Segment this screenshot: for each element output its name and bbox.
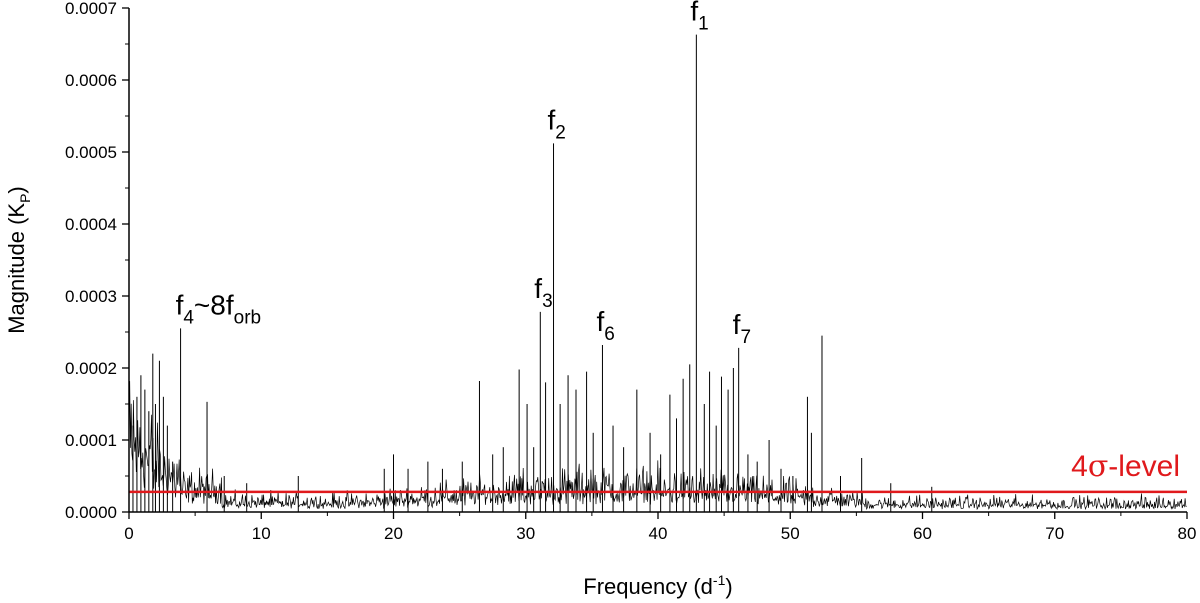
four-sigma-level-label: 4σ-level: [1071, 449, 1180, 484]
x-tick-label: 70: [1045, 524, 1064, 543]
noise-trace: [128, 381, 1187, 511]
x-tick-label: 50: [781, 524, 800, 543]
x-tick-label: 40: [649, 524, 668, 543]
peak-label-f2: f2: [548, 104, 566, 143]
noise-floor-trace: [128, 381, 1187, 511]
x-tick-label: 20: [384, 524, 403, 543]
y-axis-ticks: 0.0000 0.0001 0.0002 0.0003 0.0004 0.0005 0.00…: [65, 0, 129, 522]
peak-label-f6: f6: [596, 306, 614, 345]
y-tick-label: 0.0004: [65, 215, 117, 234]
peak-series: [132, 34, 933, 512]
x-tick-label: 10: [252, 524, 271, 543]
x-tick-label: 80: [1178, 524, 1197, 543]
y-tick-label: 0.0005: [65, 143, 117, 162]
y-tick-label: 0.0007: [65, 0, 117, 18]
y-tick-label: 0.0002: [65, 359, 117, 378]
y-axis-title: Magnitude (KP): [4, 186, 33, 334]
x-tick-label: 0: [124, 524, 133, 543]
peak-label-f1: f1: [690, 0, 708, 35]
peak-label-f3: f3: [534, 273, 552, 312]
x-axis-title: Frequency (d-1): [583, 572, 732, 599]
x-axis-ticks: 0 10 20 30 40 50 60 70 80: [124, 512, 1196, 543]
x-tick-label: 30: [516, 524, 535, 543]
axes: [128, 8, 1187, 513]
y-tick-label: 0.0001: [65, 431, 117, 450]
peak-annotations: f1 f2 f3 f4~8forb f6 f7: [176, 0, 751, 348]
peak-label-f7: f7: [733, 309, 751, 348]
y-tick-label: 0.0000: [65, 503, 117, 522]
peak-label-f4: f4~8forb: [176, 289, 262, 328]
y-tick-label: 0.0006: [65, 71, 117, 90]
y-tick-label: 0.0003: [65, 287, 117, 306]
x-tick-label: 60: [913, 524, 932, 543]
